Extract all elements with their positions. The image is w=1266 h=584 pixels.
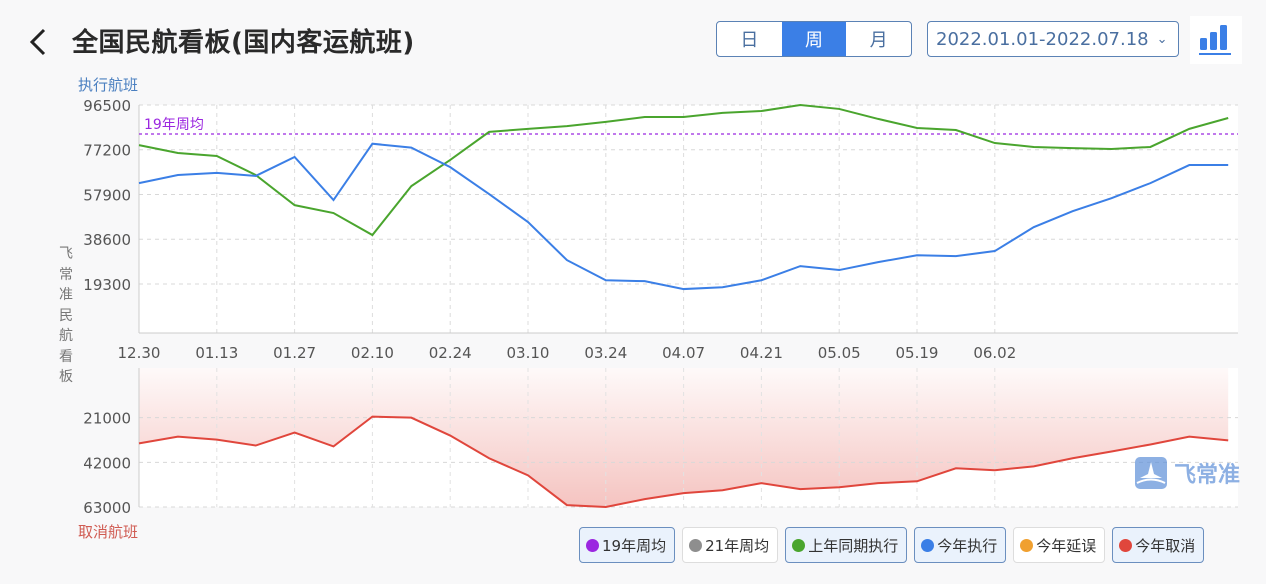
x-tick-label: 02.10	[351, 344, 394, 362]
back-button[interactable]	[24, 22, 54, 62]
legend: 19年周均 21年周均 上年同期执行 今年执行 今年延误 今年取消	[579, 527, 1205, 563]
y-tick-label: 42000	[83, 454, 131, 472]
x-tick-label: 05.05	[818, 344, 861, 362]
tab-week[interactable]: 周	[781, 22, 847, 56]
cancel-area	[139, 368, 1229, 507]
date-range-value: 2022.01.01-2022.07.18	[936, 28, 1149, 50]
date-range-dropdown[interactable]: 2022.01.01-2022.07.18 ⌄	[927, 21, 1179, 57]
legend-item[interactable]: 今年执行	[914, 527, 1007, 563]
x-tick-label: 04.07	[662, 344, 705, 362]
chart-type-button[interactable]	[1190, 16, 1242, 64]
legend-item[interactable]: 21年周均	[682, 527, 779, 563]
y-tick-label: 21000	[83, 410, 131, 428]
watermark-logo: 飞常准	[1134, 456, 1240, 490]
reference-line-label: 19年周均	[144, 117, 204, 133]
legend-dot-icon	[792, 538, 806, 552]
legend-dot-icon	[586, 538, 599, 552]
legend-item[interactable]: 今年延误	[1013, 527, 1106, 563]
y-tick-label: 63000	[83, 499, 131, 517]
x-tick-label: 01.27	[273, 344, 316, 362]
y-tick-label: 38600	[83, 231, 131, 249]
page-title: 全国民航看板(国内客运航班)	[72, 28, 415, 58]
legend-label: 21年周均	[705, 536, 770, 555]
series-line-今年执行	[138, 142, 1229, 291]
legend-label: 19年周均	[602, 536, 667, 555]
legend-item[interactable]: 今年取消	[1112, 527, 1205, 563]
legend-label: 上年同期执行	[808, 536, 899, 555]
watermark-text: 飞常准	[1174, 463, 1241, 488]
top-plot-area	[139, 105, 1238, 333]
x-tick-label: 03.24	[584, 344, 627, 362]
x-tick-label: 02.24	[429, 344, 472, 362]
legend-label: 今年延误	[1036, 536, 1097, 555]
legend-label: 今年执行	[937, 536, 998, 555]
series-line-今年取消	[138, 415, 1229, 509]
period-selector: 日 周 月	[716, 21, 912, 57]
y-tick-label: 19300	[83, 276, 131, 294]
y-tick-label: 57900	[83, 186, 131, 204]
y-tick-label: 96500	[83, 97, 131, 115]
y-tick-label: 77200	[83, 142, 131, 160]
tab-month[interactable]: 月	[869, 30, 888, 51]
legend-dot-icon	[1020, 538, 1034, 552]
x-tick-label: 01.13	[195, 344, 238, 362]
tab-day[interactable]: 日	[740, 30, 759, 51]
series-line-上年同期执行	[138, 103, 1229, 237]
airplane-logo-icon	[1135, 457, 1167, 489]
legend-label: 今年取消	[1135, 536, 1196, 555]
bar-chart-icon	[1199, 25, 1231, 55]
x-tick-label: 12.30	[118, 344, 161, 362]
legend-item[interactable]: 19年周均	[579, 527, 676, 563]
x-tick-label: 05.19	[896, 344, 939, 362]
x-tick-label: 06.02	[973, 344, 1016, 362]
side-label: 飞常准民航看板	[59, 246, 73, 385]
chevron-down-icon: ⌄	[1156, 31, 1168, 47]
chevron-left-icon	[29, 28, 46, 56]
legend-dot-icon	[921, 538, 935, 552]
bottom-y-axis-label: 取消航班	[78, 523, 139, 541]
x-tick-label: 04.21	[740, 344, 783, 362]
x-tick-label: 03.10	[507, 344, 550, 362]
legend-item[interactable]: 上年同期执行	[785, 527, 908, 563]
top-y-axis-label: 执行航班	[78, 76, 139, 94]
legend-dot-icon	[689, 538, 703, 552]
legend-dot-icon	[1119, 538, 1133, 552]
